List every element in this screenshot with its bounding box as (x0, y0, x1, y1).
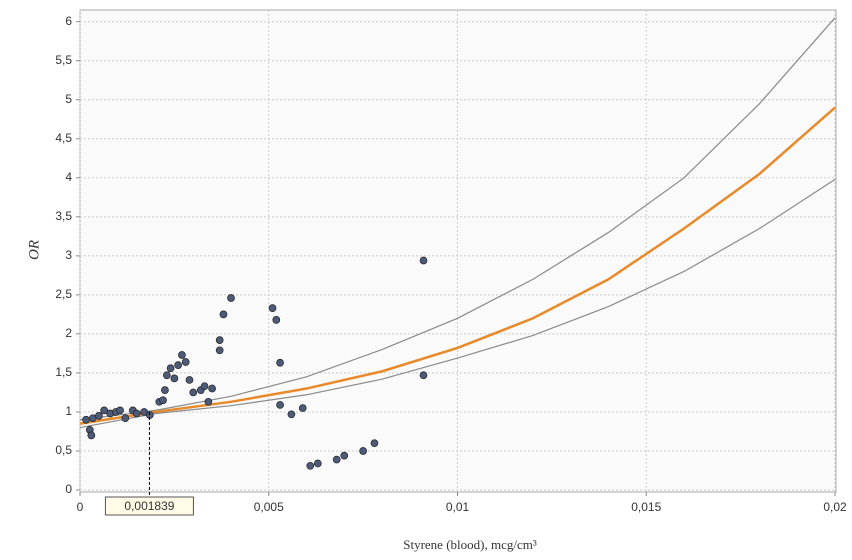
point (82, 415, 90, 424)
point (181, 358, 190, 366)
y-tick-label: 4 (65, 170, 72, 184)
point (116, 406, 124, 415)
point (200, 382, 209, 391)
curve (79, 106, 836, 425)
y-tick-label: 5,5 (55, 53, 72, 67)
y-tick-label: 2,5 (55, 287, 72, 301)
y-tick-label: 1,5 (55, 365, 72, 379)
point (215, 336, 224, 344)
y-tick-label: 6 (65, 14, 72, 28)
point (215, 346, 224, 355)
point (219, 310, 228, 319)
point (370, 439, 379, 448)
point (178, 351, 186, 359)
point (204, 397, 213, 406)
point (161, 386, 169, 394)
annotation-label: 0,001839 (124, 499, 174, 513)
point (87, 431, 96, 440)
x-tick-label: 0,015 (631, 500, 661, 514)
x-tick-label: 0,02 (823, 500, 847, 514)
point (298, 404, 307, 412)
annotation-box (104, 496, 194, 516)
point (419, 371, 428, 380)
point (166, 364, 175, 373)
point (95, 412, 103, 420)
point (208, 384, 216, 393)
point (332, 455, 341, 464)
point (185, 376, 194, 384)
x-axis-label: Styrene (blood), mcg/cm³ (403, 537, 537, 552)
x-tick-label: 0,005 (254, 500, 284, 514)
point (419, 256, 428, 265)
point (189, 388, 198, 397)
point (276, 358, 284, 367)
point (170, 374, 179, 383)
y-tick-label: 3 (65, 248, 72, 262)
y-tick-label: 3,5 (55, 209, 72, 223)
point (121, 414, 130, 423)
point (287, 410, 296, 419)
point (340, 451, 349, 460)
point (174, 361, 182, 369)
point (100, 406, 109, 415)
x-tick-label: 0 (77, 500, 84, 514)
point (162, 371, 171, 380)
point (159, 396, 167, 405)
point (268, 304, 277, 312)
y-tick-label: 0 (65, 482, 72, 496)
y-tick-label: 5 (65, 92, 72, 106)
y-axis-label: OR (26, 240, 42, 260)
y-tick-label: 1 (65, 404, 72, 418)
point (132, 409, 141, 418)
y-tick-label: 2 (65, 326, 72, 340)
curve (79, 178, 836, 429)
point (227, 294, 235, 302)
y-tick-label: 0,5 (55, 443, 72, 457)
point (359, 447, 367, 455)
point (272, 316, 281, 324)
point (276, 401, 284, 409)
point (306, 461, 315, 470)
point (313, 459, 322, 468)
x-tick-label: 0,01 (446, 500, 470, 514)
y-tick-label: 4,5 (55, 131, 72, 145)
